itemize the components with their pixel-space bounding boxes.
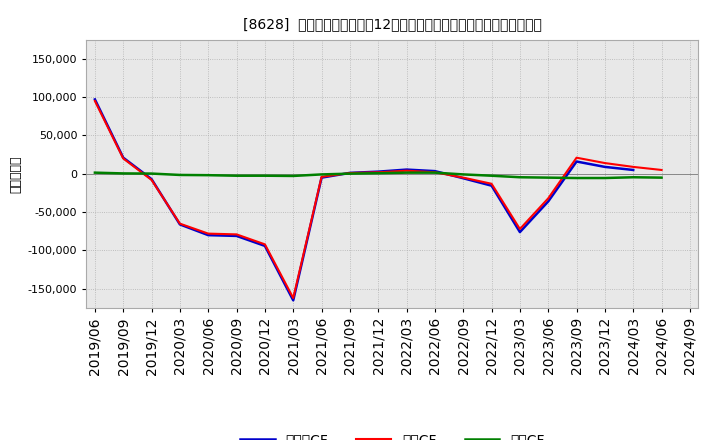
営業CF [600,161,609,166]
投資CF [487,173,496,178]
投資CF [657,175,666,180]
投資CF [516,175,524,180]
投資CF [374,171,382,176]
フリーCF [289,298,297,303]
営業CF [233,232,241,237]
フリーCF [148,176,156,182]
営業CF [402,168,411,173]
投資CF [459,172,467,177]
フリーCF [572,159,581,164]
投資CF [91,170,99,175]
営業CF [176,221,184,226]
Title: [8628]  キャッシュフローの12か月移動合計の対前年同期増減額の推移: [8628] キャッシュフローの12か月移動合計の対前年同期増減額の推移 [243,18,542,32]
営業CF [374,170,382,175]
営業CF [91,98,99,103]
フリーCF [487,183,496,188]
投資CF [572,176,581,181]
投資CF [233,173,241,178]
投資CF [544,175,552,180]
営業CF [261,242,269,247]
Legend: フリーCF, 営業CF, 投資CF: フリーCF, 営業CF, 投資CF [235,428,550,440]
営業CF [119,156,127,161]
営業CF [431,170,439,175]
投資CF [431,170,439,175]
営業CF [544,196,552,201]
投資CF [289,173,297,179]
営業CF [487,181,496,187]
営業CF [148,177,156,183]
営業CF [204,231,212,236]
フリーCF [374,169,382,174]
Y-axis label: （百万円）: （百万円） [9,155,22,193]
営業CF [459,175,467,180]
投資CF [176,172,184,178]
Line: フリーCF: フリーCF [95,99,633,301]
フリーCF [119,155,127,160]
投資CF [402,170,411,175]
フリーCF [233,233,241,238]
営業CF [657,167,666,172]
フリーCF [204,232,212,238]
投資CF [148,171,156,176]
フリーCF [544,199,552,204]
フリーCF [318,175,326,180]
営業CF [516,226,524,231]
フリーCF [516,229,524,235]
営業CF [346,170,354,176]
投資CF [204,172,212,178]
フリーCF [629,167,637,172]
フリーCF [459,176,467,181]
フリーCF [346,170,354,176]
フリーCF [176,222,184,227]
投資CF [346,171,354,176]
投資CF [119,171,127,176]
フリーCF [91,97,99,102]
フリーCF [402,167,411,172]
フリーCF [261,243,269,249]
投資CF [600,176,609,181]
フリーCF [431,169,439,174]
投資CF [318,172,326,177]
Line: 営業CF: 営業CF [95,101,662,298]
営業CF [572,155,581,160]
投資CF [629,175,637,180]
フリーCF [600,164,609,169]
営業CF [318,174,326,180]
営業CF [629,164,637,169]
投資CF [261,173,269,178]
Line: 投資CF: 投資CF [95,172,662,178]
営業CF [289,295,297,301]
